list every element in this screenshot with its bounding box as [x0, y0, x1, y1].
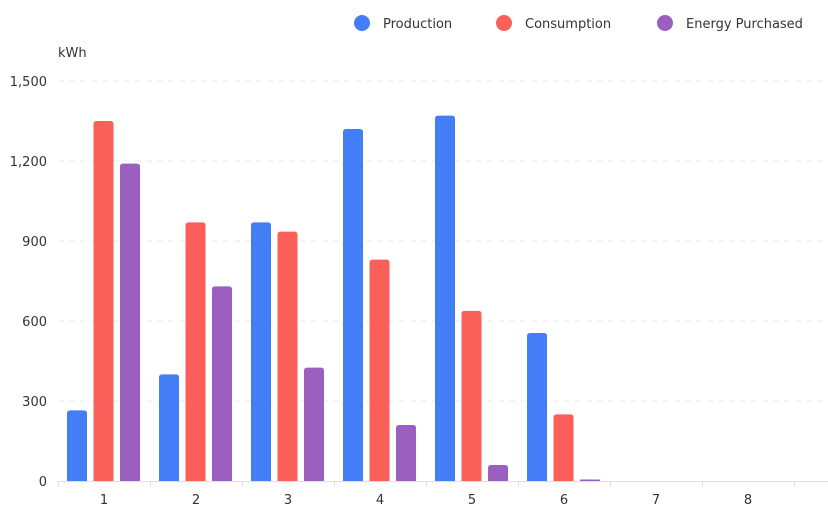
y-tick-label: 900: [22, 235, 47, 250]
y-tick-label: 1,200: [10, 155, 47, 170]
legend-item[interactable]: Production: [354, 15, 452, 32]
bar-production[interactable]: [251, 222, 271, 482]
bar-production[interactable]: [159, 374, 179, 481]
y-axis-unit-label: kWh: [58, 46, 87, 61]
bar-production[interactable]: [67, 410, 87, 481]
bar-energy-purchased[interactable]: [580, 479, 600, 482]
bar-energy-purchased[interactable]: [212, 286, 232, 481]
legend-label: Production: [383, 17, 452, 32]
bar-consumption[interactable]: [185, 222, 206, 482]
y-tick-label: 0: [39, 475, 47, 490]
bar-consumption[interactable]: [461, 310, 482, 481]
x-tick-label: 4: [376, 493, 384, 508]
bar-consumption[interactable]: [369, 259, 390, 481]
legend-marker-icon: [354, 15, 370, 31]
y-tick-label: 1,500: [10, 75, 47, 90]
legend: Production Consumption Energy Purchased: [354, 15, 803, 32]
y-axis: 0 300 600 900 1,200 1,500: [10, 75, 47, 490]
x-axis: 1 2 3 4 5 6 7 8: [58, 481, 828, 508]
x-tick-label: 7: [652, 493, 660, 508]
bar-consumption[interactable]: [553, 414, 574, 481]
legend-marker-icon: [657, 15, 673, 31]
bar-energy-purchased[interactable]: [304, 367, 324, 481]
legend-marker-icon: [496, 15, 512, 31]
y-tick-label: 300: [22, 395, 47, 410]
legend-item[interactable]: Energy Purchased: [657, 15, 803, 32]
y-tick-label: 600: [22, 315, 47, 330]
bar-consumption[interactable]: [277, 231, 298, 481]
legend-label: Consumption: [525, 17, 611, 32]
bar-production[interactable]: [527, 333, 547, 481]
x-tick-label: 1: [100, 493, 108, 508]
bar-energy-purchased[interactable]: [396, 425, 416, 481]
x-tick-label: 5: [468, 493, 476, 508]
legend-label: Energy Purchased: [686, 17, 803, 32]
x-tick-label: 2: [192, 493, 200, 508]
bar-consumption[interactable]: [93, 121, 114, 481]
x-tick-label: 6: [560, 493, 568, 508]
bar-production[interactable]: [343, 129, 363, 481]
bar-energy-purchased[interactable]: [488, 465, 508, 481]
legend-item[interactable]: Consumption: [496, 15, 611, 32]
x-tick-label: 8: [744, 493, 752, 508]
bars: [67, 115, 600, 482]
bar-energy-purchased[interactable]: [120, 163, 140, 481]
x-tick-label: 3: [284, 493, 292, 508]
bar-production[interactable]: [435, 115, 455, 482]
